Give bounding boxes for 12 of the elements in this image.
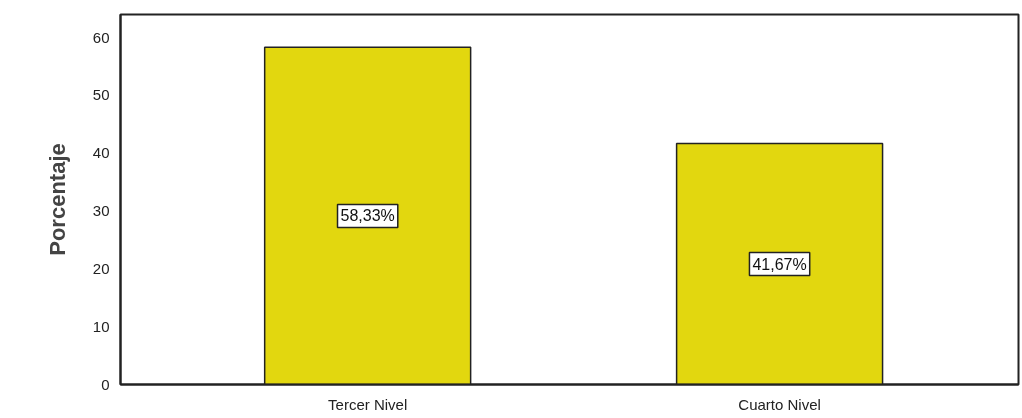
y-tick-label: 0 xyxy=(101,375,110,393)
x-tick-label: Cuarto Nivel xyxy=(738,395,821,413)
data-label: 58,33% xyxy=(340,207,395,225)
y-axis-title: Porcentaje xyxy=(44,143,70,256)
data-label: 41,67% xyxy=(752,255,807,273)
y-tick-label: 50 xyxy=(92,86,110,104)
x-tick-label: Tercer Nivel xyxy=(328,395,408,413)
y-tick-label: 60 xyxy=(92,28,110,46)
y-tick-label: 40 xyxy=(92,144,110,162)
y-tick-label: 30 xyxy=(92,202,110,220)
y-tick-label: 10 xyxy=(92,317,110,335)
y-tick-label: 20 xyxy=(92,259,110,277)
